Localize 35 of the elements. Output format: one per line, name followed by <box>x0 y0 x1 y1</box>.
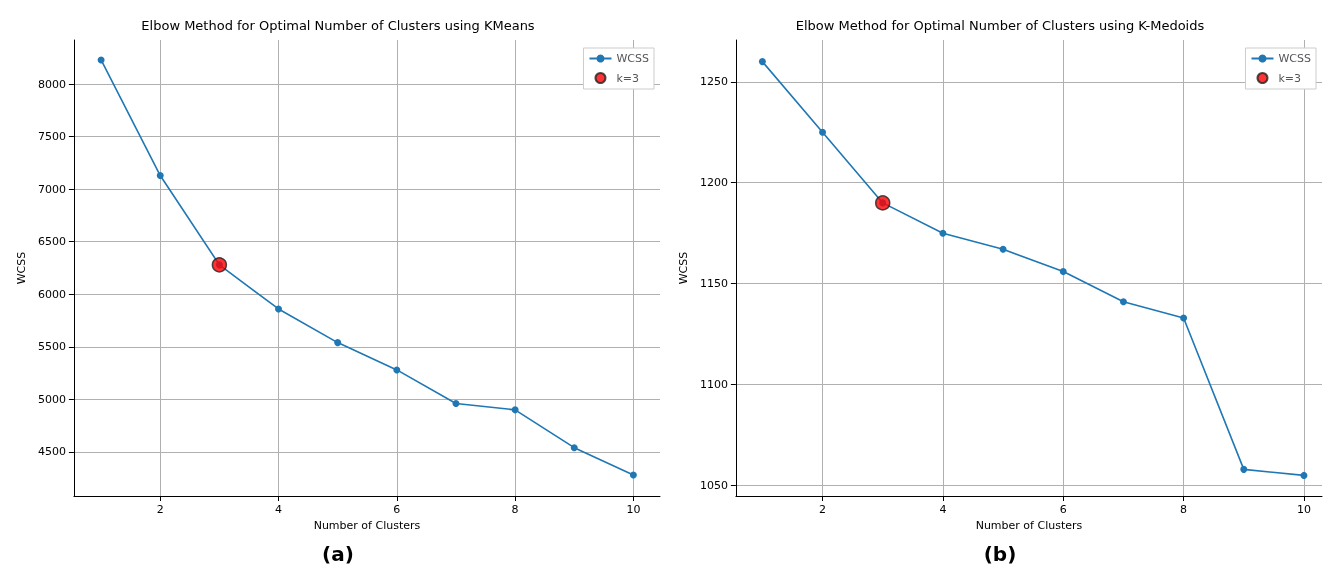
legend-label: WCSS <box>1278 52 1312 65</box>
x-tick-label: 8 <box>511 503 519 516</box>
y-tick-label: 6500 <box>37 235 66 249</box>
y-tick-label: 1100 <box>699 378 728 392</box>
text: (b) <box>983 542 1017 566</box>
x-tick-label: 4 <box>275 503 283 516</box>
y-tick-label: 8000 <box>37 77 66 91</box>
x-tick-label: 6 <box>393 503 401 516</box>
y-tick-label: 7500 <box>37 130 66 144</box>
legend-label: WCSS <box>616 52 650 65</box>
legend-label: k=3 <box>616 71 640 85</box>
y-tick-label: 5500 <box>37 340 66 354</box>
chart-title: Elbow Method for Optimal Number of Clusters using K-Medoids <box>795 18 1205 33</box>
x-tick-label: 10 <box>626 503 641 516</box>
x-tick-label: 6 <box>1059 503 1067 516</box>
y-tick-label: 1200 <box>699 176 728 190</box>
y-axis-title: WCSS <box>15 251 28 285</box>
x-tick-label: 10 <box>1296 503 1311 516</box>
x-tick-label: 8 <box>1180 503 1188 516</box>
y-tick-label: 5000 <box>37 392 66 406</box>
x-tick-label: 4 <box>939 503 947 516</box>
x-tick-label: 2 <box>819 503 827 516</box>
y-tick-label: 7000 <box>37 182 66 196</box>
y-axis-title: WCSS <box>677 251 690 285</box>
y-tick-label: 4500 <box>37 445 66 459</box>
y-tick-label: 6000 <box>37 287 66 301</box>
x-axis-title: Number of Clusters <box>975 519 1083 532</box>
x-axis-title: Number of Clusters <box>313 519 421 532</box>
x-tick-label: 2 <box>156 503 164 516</box>
legend-label: k=3 <box>1278 71 1302 85</box>
y-tick-label: 1150 <box>699 277 728 291</box>
y-tick-label: 1250 <box>699 75 728 89</box>
chart-title: Elbow Method for Optimal Number of Clusters using KMeans <box>141 18 535 33</box>
text: (a) <box>322 542 354 566</box>
y-tick-label: 1050 <box>699 479 728 492</box>
